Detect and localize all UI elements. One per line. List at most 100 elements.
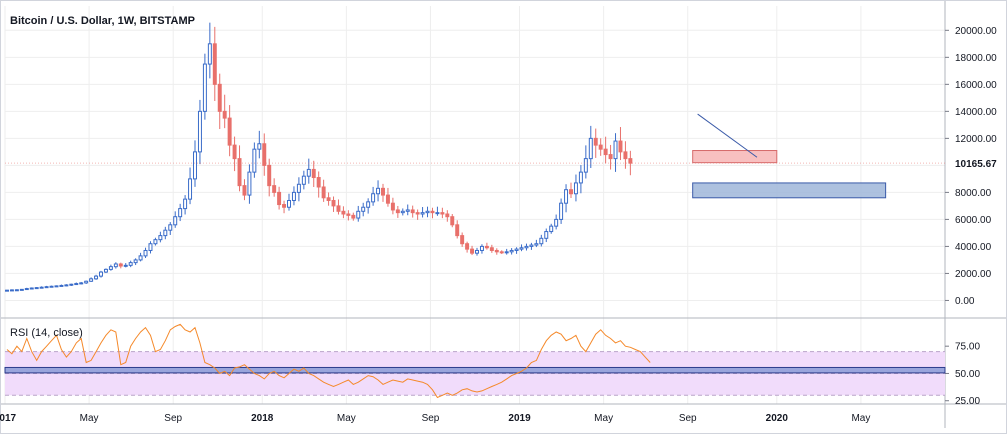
- candle-body: [400, 210, 405, 214]
- rsi-tick-label: 25.00: [955, 396, 980, 407]
- rsi-tick-label: 50.00: [955, 369, 980, 380]
- candle-body: [14, 289, 19, 292]
- time-axis-label: May: [337, 413, 356, 424]
- candle-body: [282, 204, 287, 208]
- candle-body: [69, 283, 74, 286]
- candle-body: [381, 187, 385, 196]
- candle-body: [425, 210, 430, 214]
- candle-body: [356, 210, 361, 219]
- candle-body: [405, 209, 410, 212]
- candle-body: [217, 83, 222, 112]
- candle-body: [168, 224, 173, 231]
- candle-body: [291, 191, 296, 201]
- candle-body: [99, 271, 103, 277]
- time-axis-label: May: [594, 413, 613, 424]
- candle-body: [272, 185, 277, 193]
- supply-zone: [692, 150, 778, 164]
- candle-body: [232, 144, 237, 160]
- candle-body: [108, 266, 113, 270]
- candle-body: [257, 143, 262, 150]
- candle-body: [460, 235, 465, 245]
- candle-body: [316, 177, 321, 188]
- candle-body: [24, 288, 29, 291]
- candle-body: [29, 287, 34, 290]
- candle-body: [569, 189, 573, 195]
- candle-body: [9, 289, 14, 292]
- candle-body: [49, 285, 54, 288]
- candle-body: [578, 171, 583, 184]
- candle-body: [79, 282, 84, 285]
- candle-body: [183, 198, 188, 210]
- candle-body: [118, 263, 123, 267]
- candle-body: [351, 214, 356, 219]
- time-axis-label: 2019: [508, 413, 531, 424]
- candle-body: [390, 202, 395, 211]
- candle-body: [341, 210, 346, 215]
- candle-body: [44, 286, 49, 289]
- rsi-tick-label: 75.00: [955, 342, 980, 353]
- candle-body: [475, 249, 479, 254]
- rsi-line: [6, 323, 651, 399]
- candle-body: [173, 216, 178, 226]
- candle-body: [74, 283, 79, 286]
- candle-body: [420, 212, 425, 215]
- candle-body: [608, 154, 613, 160]
- candle-body: [573, 182, 578, 195]
- candle-body: [197, 110, 202, 153]
- candle-body: [554, 218, 559, 227]
- candle-body: [128, 262, 133, 266]
- candle-body: [321, 186, 326, 199]
- candle-body: [544, 231, 549, 239]
- candle-body: [138, 255, 143, 261]
- candle-body: [237, 158, 242, 187]
- candle-body: [534, 243, 539, 246]
- price-tick-label: 18000.00: [955, 53, 997, 64]
- candle-body: [153, 239, 158, 245]
- candle-body: [484, 245, 489, 249]
- price-tick-label: 14000.00: [955, 107, 997, 118]
- descending-trendline: [697, 113, 758, 158]
- candle-body: [287, 199, 291, 208]
- candle-body: [277, 191, 282, 206]
- candle-body: [19, 288, 24, 291]
- price-tick-label: 20000.00: [955, 26, 997, 37]
- candle-body: [440, 212, 445, 215]
- candle-body: [222, 110, 227, 119]
- candle-body: [94, 275, 99, 280]
- price-tick-label: 2000.00: [955, 269, 992, 280]
- current-price-label: 10165.67: [955, 159, 997, 170]
- candle-body: [583, 158, 588, 173]
- candle-body: [301, 175, 306, 185]
- grid-layer: [4, 6, 945, 404]
- candle-body: [148, 243, 153, 251]
- candle-body: [598, 144, 603, 150]
- candle-body: [133, 259, 138, 264]
- candle-body: [311, 168, 316, 179]
- candle-body: [306, 168, 311, 177]
- candle-body: [361, 206, 366, 212]
- candle-body: [193, 151, 197, 180]
- candle-body: [509, 249, 514, 253]
- candle-body: [489, 247, 494, 251]
- candle-body: [336, 205, 341, 212]
- candle-body: [539, 237, 544, 245]
- time-axis-label: May: [851, 413, 870, 424]
- candle-body: [89, 278, 94, 282]
- candle-body: [113, 263, 118, 268]
- time-axis-label: May: [80, 413, 99, 424]
- candle-body: [158, 235, 163, 241]
- candle-body: [54, 285, 59, 288]
- candle-body: [410, 209, 415, 214]
- candle-body: [39, 286, 44, 289]
- candle-body: [84, 280, 89, 284]
- candle-body: [618, 140, 623, 153]
- candle-body: [212, 43, 217, 85]
- candle-body: [123, 264, 128, 267]
- candle-body: [143, 249, 148, 257]
- demand-zone: [692, 182, 887, 199]
- candle-body: [34, 287, 39, 290]
- price-tick-label: 4000.00: [955, 242, 992, 253]
- candle-body: [252, 148, 257, 173]
